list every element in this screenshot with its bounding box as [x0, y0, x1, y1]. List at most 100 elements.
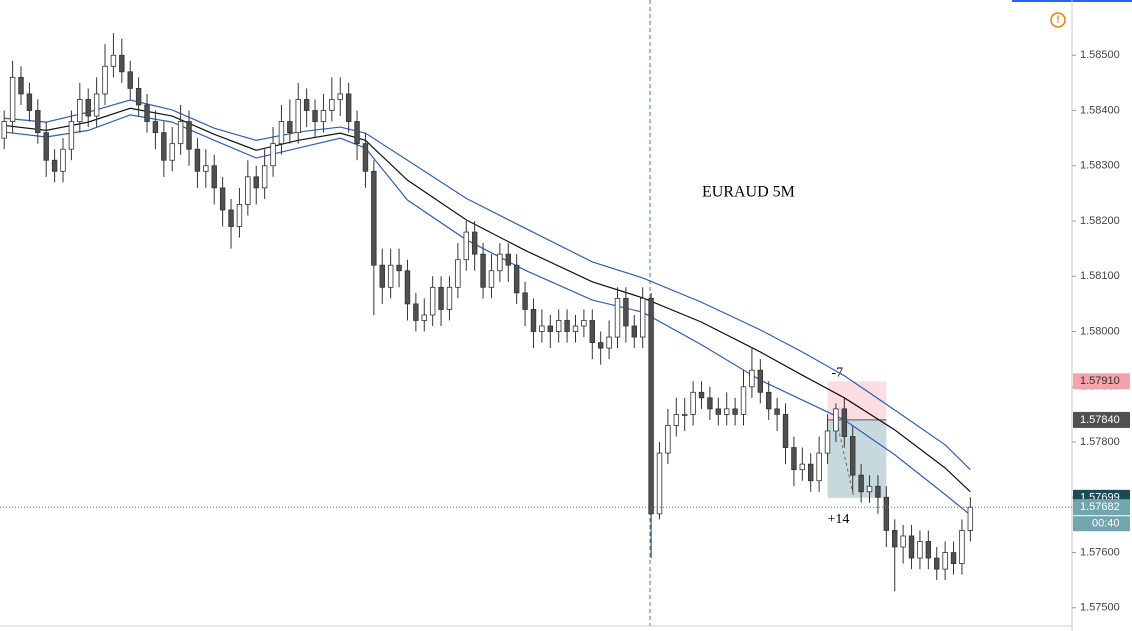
candle-body: [707, 397, 713, 410]
candle-body: [808, 463, 814, 482]
candle-body: [824, 430, 831, 454]
candle-body: [883, 496, 890, 531]
candle-body: [505, 253, 511, 266]
moving-average: [4, 99, 971, 471]
candle-body: [463, 231, 469, 261]
candle-body: [270, 143, 276, 167]
candle-body: [77, 99, 83, 122]
candle-body: [816, 452, 822, 482]
candle-body: [379, 264, 385, 288]
candle-body: [421, 314, 427, 321]
candle-body: [497, 253, 503, 272]
candle-body: [606, 336, 612, 349]
candle-body: [203, 165, 209, 172]
candle-body: [917, 541, 923, 559]
moving-average: [4, 107, 971, 493]
candle-body: [429, 286, 436, 316]
candle-body: [278, 121, 285, 145]
candle-body: [337, 93, 343, 100]
candle-body: [623, 297, 629, 327]
candle-body: [950, 552, 957, 564]
candle-body: [757, 369, 764, 393]
y-tick-label: 1.58400: [1080, 104, 1120, 116]
candle-body: [287, 121, 293, 134]
candle-body: [850, 436, 856, 476]
y-tick-label: 1.58000: [1080, 325, 1120, 337]
candle-body: [51, 159, 58, 172]
candle-body: [555, 320, 562, 332]
candle-body: [135, 88, 142, 106]
candle-body: [169, 143, 175, 161]
candle-body: [656, 452, 663, 515]
candle-body: [959, 530, 965, 564]
candle-body: [740, 386, 747, 415]
candle-body: [925, 541, 932, 559]
candle-body: [119, 54, 125, 73]
candle-body: [102, 65, 108, 95]
candle-body: [892, 530, 898, 548]
candle-body: [841, 408, 848, 437]
price-tag: [1073, 411, 1130, 428]
candle-body: [9, 76, 16, 122]
candle-body: [161, 132, 167, 161]
candle-body: [539, 325, 545, 332]
candle-body: [211, 165, 217, 189]
candle-body: [345, 93, 352, 122]
candle-body: [26, 93, 33, 111]
candle-body: [749, 369, 755, 388]
candle-body: [85, 99, 91, 117]
candle-body: [488, 270, 495, 288]
candle-body: [866, 485, 873, 493]
target-zone: [827, 419, 887, 498]
y-tick-label: 1.58300: [1080, 160, 1120, 172]
candle-body: [253, 176, 259, 189]
candle-body: [43, 132, 49, 161]
countdown-tag: [1073, 516, 1130, 532]
candle-body: [799, 463, 806, 471]
candle-body: [631, 325, 638, 338]
candle-body: [581, 320, 587, 327]
chart-title: EURAUD 5M: [702, 184, 795, 201]
candle-body: [471, 231, 478, 255]
candle-body: [766, 391, 772, 410]
candle-body: [513, 264, 520, 294]
y-tick-label: 1.58200: [1080, 215, 1120, 227]
price-tag-label: 1.57910: [1080, 375, 1120, 387]
candle-body: [245, 176, 251, 205]
candle-body: [690, 391, 696, 415]
stop-label: -7: [832, 365, 844, 380]
candle-body: [908, 535, 915, 559]
candle-body: [60, 148, 66, 172]
candle-body: [782, 414, 789, 448]
candle-body: [942, 552, 948, 570]
candle-body: [396, 264, 402, 272]
candle-body: [639, 297, 646, 338]
candle-body: [362, 143, 369, 172]
candle-body: [1, 121, 7, 139]
candle-body: [144, 104, 150, 122]
candle-body: [177, 121, 184, 145]
y-tick-label: 1.57600: [1080, 546, 1120, 558]
candle-body: [858, 474, 864, 493]
candle-body: [572, 325, 579, 332]
candle-body: [681, 414, 688, 416]
candle-body: [715, 408, 722, 415]
y-tick-label: 1.57800: [1080, 436, 1120, 448]
candle-body: [698, 391, 705, 399]
candle-body: [791, 447, 797, 471]
price-tag: [1073, 373, 1130, 390]
candle-body: [371, 170, 377, 266]
price-tag-label: 1.57682: [1080, 501, 1120, 513]
price-tag: [1073, 499, 1130, 516]
candle-body: [597, 342, 604, 349]
candle-body: [110, 54, 117, 67]
warning-icon[interactable]: [1050, 12, 1066, 28]
candle-body: [303, 99, 310, 111]
candle-body: [127, 71, 133, 89]
candle-body: [295, 99, 301, 134]
candle-body: [934, 557, 940, 570]
warning-mark: !: [1056, 15, 1059, 26]
candle-body: [228, 209, 234, 227]
candle-body: [967, 506, 974, 531]
